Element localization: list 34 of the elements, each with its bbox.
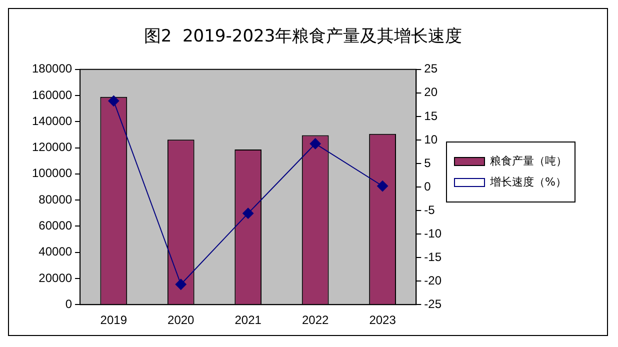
y2-tick-label: 5 <box>424 156 432 170</box>
y-tick-label: 100000 <box>32 166 72 180</box>
y2-tick-label: -10 <box>424 226 442 240</box>
y2-tick-label: 20 <box>424 85 438 100</box>
point <box>310 138 321 150</box>
x-tick-label: 2021 <box>234 313 262 328</box>
y2-tick-label: 15 <box>424 108 438 123</box>
y2-tick-label: -25 <box>424 296 442 311</box>
y2-tick-label: 0 <box>424 179 432 194</box>
x-tick-label: 2019 <box>100 313 128 328</box>
point <box>242 208 254 219</box>
y-tick-label: 40000 <box>38 244 72 259</box>
y2-tick-label: 10 <box>424 132 438 146</box>
y2-tick-label: -5 <box>424 202 436 217</box>
y-tick-label: 120000 <box>32 140 72 154</box>
y-tick-label: 0 <box>65 296 72 311</box>
x-tick-label: 2020 <box>168 313 195 328</box>
chart-title: 图2 2019-2023年粮食产量及其增长速度 <box>144 26 462 47</box>
x-tick-label: 2022 <box>302 313 329 328</box>
y-tick-label: 140000 <box>32 114 72 128</box>
point <box>108 95 120 106</box>
y-tick-label: 60000 <box>38 218 72 233</box>
y2-tick-label: 25 <box>424 62 438 76</box>
y-tick-label: 160000 <box>32 88 72 102</box>
y2-tick-label: -15 <box>424 250 442 264</box>
y-tick-label: 80000 <box>38 192 72 206</box>
point <box>377 180 388 192</box>
y-tick-label: 180000 <box>32 62 72 76</box>
point <box>175 278 186 290</box>
x-tick-label: 2023 <box>369 313 396 328</box>
legend-label: 增长速度（%） <box>489 175 566 188</box>
legend-label: 粮食产量（吨） <box>490 154 567 168</box>
y-tick-label: 20000 <box>38 270 72 285</box>
y2-tick-label: -20 <box>424 273 442 288</box>
